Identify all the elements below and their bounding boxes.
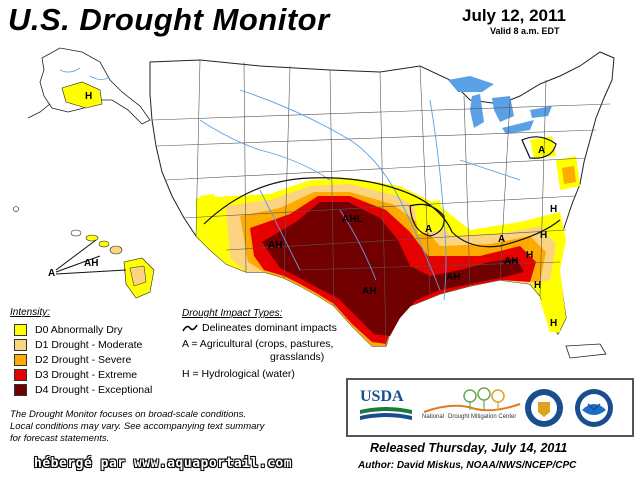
legend-label: D1 Drought - Moderate bbox=[35, 338, 143, 351]
lake-erie bbox=[502, 120, 534, 134]
alaska-d0-area bbox=[61, 81, 103, 109]
label-a-se: A bbox=[498, 234, 505, 245]
label-ah-nm: AH bbox=[268, 240, 282, 251]
label-hawaii-ah: AH bbox=[84, 258, 98, 269]
legend-item: D2 Drought - Severe bbox=[14, 352, 152, 367]
label-ah-tx: AH bbox=[362, 286, 376, 297]
author-credit: Author: David Miskus, NOAA/NWS/NCEP/CPC bbox=[358, 460, 577, 471]
label-hawaii-a: A bbox=[48, 268, 55, 279]
ndmc-logo-line1: National bbox=[422, 414, 445, 420]
lake-huron bbox=[492, 96, 514, 122]
legend-label: D2 Drought - Severe bbox=[35, 353, 132, 366]
label-h-fl2: H bbox=[550, 318, 557, 329]
ndmc-logo: National Drought Mitigation Center bbox=[422, 386, 522, 430]
map-date: July 12, 2011 bbox=[462, 6, 566, 25]
legend-swatch bbox=[14, 323, 27, 336]
impact-delineates: Delineates dominant impacts bbox=[202, 322, 337, 334]
label-h-ga: H bbox=[526, 250, 533, 261]
note-line: The Drought Monitor focuses on broad-sca… bbox=[10, 409, 247, 420]
legend-item: D4 Drought - Exceptional bbox=[14, 382, 152, 397]
lake-michigan bbox=[470, 94, 484, 128]
legend-swatch bbox=[14, 338, 27, 351]
impact-agricultural-cont: grasslands) bbox=[270, 351, 325, 363]
impact-types-title: Drought Impact Types: bbox=[182, 308, 283, 319]
impact-line-icon bbox=[182, 324, 198, 332]
legend: D0 Abnormally Dry D1 Drought - Moderate … bbox=[14, 322, 152, 397]
ndmc-logo-line2: Drought Mitigation Center bbox=[448, 414, 517, 420]
map-title: U.S. Drought Monitor bbox=[8, 2, 330, 37]
conus-map bbox=[149, 51, 615, 347]
d4-area bbox=[262, 202, 524, 336]
legend-item: D0 Abnormally Dry bbox=[14, 322, 152, 337]
legend-label: D0 Abnormally Dry bbox=[35, 323, 123, 336]
lake-superior bbox=[448, 76, 494, 92]
alaska-map bbox=[13, 47, 151, 212]
legend-swatch bbox=[14, 383, 27, 396]
usda-logo-text: USDA bbox=[360, 388, 404, 405]
label-ahl: AHL bbox=[342, 214, 363, 225]
legend-swatch bbox=[14, 353, 27, 366]
ne-d0-area bbox=[530, 136, 556, 158]
label-h-sc: H bbox=[540, 230, 547, 241]
legend-label: D3 Drought - Extreme bbox=[35, 368, 138, 381]
label-h-nc: H bbox=[550, 204, 557, 215]
label-h-fl1: H bbox=[534, 280, 541, 291]
note-line: Local conditions may vary. See accompany… bbox=[10, 421, 265, 432]
impact-hydrological: H = Hydrological (water) bbox=[182, 368, 295, 380]
commerce-seal-icon bbox=[525, 389, 563, 427]
usda-logo-mark bbox=[360, 407, 412, 420]
label-ah-ga: AH bbox=[504, 256, 518, 267]
ndmc-logo-trees bbox=[423, 387, 521, 413]
legend-label: D4 Drought - Exceptional bbox=[35, 383, 153, 396]
puerto-rico-map bbox=[565, 343, 607, 359]
note-line: for forecast statements. bbox=[10, 433, 110, 444]
label-alaska-h: H bbox=[85, 91, 92, 102]
valid-time: Valid 8 a.m. EDT bbox=[490, 26, 560, 36]
impact-agricultural: A = Agricultural (crops, pastures, bbox=[182, 338, 334, 350]
label-a-mo: A bbox=[425, 224, 432, 235]
partner-logos: USDA National Drought Mitigation Center bbox=[346, 378, 634, 437]
impact-outlines bbox=[203, 136, 561, 248]
release-date: Released Thursday, July 14, 2011 bbox=[370, 441, 568, 455]
legend-item: D3 Drought - Extreme bbox=[14, 367, 152, 382]
hosted-by-watermark: hébergé par www.aquaportail.com bbox=[34, 456, 293, 471]
label-ne-a: A bbox=[538, 145, 545, 156]
lake-ontario bbox=[530, 106, 552, 118]
noaa-logo-icon bbox=[575, 389, 613, 427]
legend-swatch bbox=[14, 368, 27, 381]
hawaii-map bbox=[55, 229, 155, 299]
legend-item: D1 Drought - Moderate bbox=[14, 337, 152, 352]
label-ah-ms: AH bbox=[446, 272, 460, 283]
legend-title: Intensity: bbox=[10, 307, 51, 318]
usda-logo: USDA bbox=[360, 388, 412, 426]
disclaimer-note: The Drought Monitor focuses on broad-sca… bbox=[10, 409, 340, 445]
